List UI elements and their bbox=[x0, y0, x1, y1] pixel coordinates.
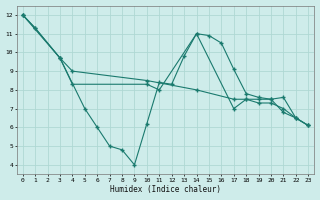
X-axis label: Humidex (Indice chaleur): Humidex (Indice chaleur) bbox=[110, 185, 221, 194]
